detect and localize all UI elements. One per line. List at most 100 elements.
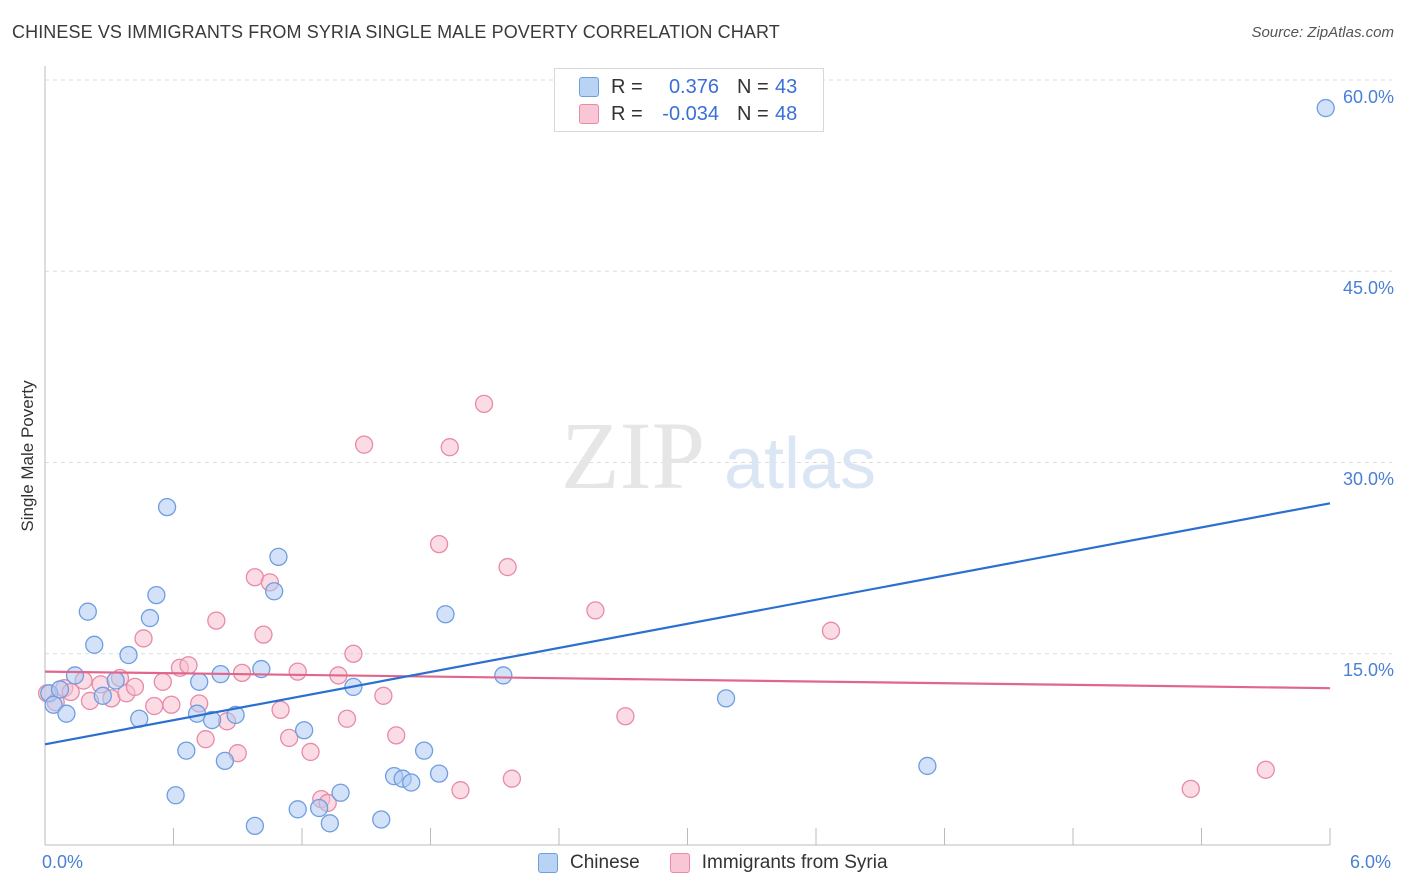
data-point-syria	[498, 557, 517, 577]
data-point-chinese	[372, 810, 391, 829]
data-point-chinese	[269, 547, 288, 566]
data-point-syria	[279, 728, 299, 748]
x-tick-label: 6.0%	[1350, 852, 1392, 872]
legend-n-value: 43	[775, 75, 798, 98]
legend-label-syria: Immigrants from Syria	[701, 852, 888, 873]
legend-r-value: -0.034	[662, 102, 719, 125]
legend-n-label: N =	[737, 102, 769, 125]
data-point-syria	[1181, 779, 1200, 799]
data-point-syria	[451, 781, 470, 800]
data-point-chinese	[166, 786, 185, 805]
data-point-syria	[354, 435, 374, 454]
data-point-syria	[125, 677, 145, 697]
data-point-chinese	[140, 608, 160, 628]
data-point-chinese	[147, 585, 166, 605]
data-point-chinese	[78, 602, 97, 621]
data-point-syria	[271, 700, 290, 719]
data-point-chinese	[93, 686, 112, 705]
data-point-syria	[196, 730, 215, 749]
trend-line-chinese	[44, 502, 1331, 746]
data-point-chinese	[119, 645, 138, 665]
legend-label-chinese: Chinese	[570, 852, 640, 873]
legend-n-label: N =	[737, 75, 769, 98]
legend-r-label: R =	[611, 102, 643, 125]
legend-swatch-syria	[579, 104, 599, 124]
watermark-zip: ZIP	[561, 402, 705, 509]
data-point-syria	[207, 611, 226, 630]
data-point-syria	[162, 695, 181, 714]
data-point-chinese	[245, 816, 265, 836]
x-tick-label: 0.0%	[42, 852, 84, 872]
data-point-chinese	[65, 666, 85, 685]
data-point-syria	[374, 686, 393, 705]
data-point-chinese	[1316, 98, 1335, 118]
data-point-chinese	[436, 605, 455, 624]
data-point-chinese	[294, 721, 314, 740]
data-point-syria	[344, 644, 363, 663]
data-point-syria	[301, 742, 320, 762]
series-legend: Chinese Immigrants from Syria	[538, 852, 918, 874]
data-point-chinese	[177, 741, 196, 760]
axes	[44, 66, 1331, 846]
correlation-legend: R = 0.376 N = 43 R = -0.034 N = 48	[554, 68, 824, 132]
y-tick-label: 60.0%	[1342, 87, 1394, 107]
legend-swatch-chinese	[579, 77, 599, 97]
data-point-chinese	[226, 705, 245, 725]
data-point-syria	[288, 662, 307, 681]
data-point-syria	[232, 663, 252, 683]
legend-n-value: 48	[775, 102, 798, 125]
data-point-chinese	[50, 680, 70, 699]
data-point-chinese	[429, 764, 449, 783]
watermark-atlas: atlas	[724, 424, 876, 504]
trend-lines	[44, 502, 1331, 746]
data-point-chinese	[85, 635, 104, 654]
data-point-chinese	[215, 751, 235, 770]
data-point-syria	[145, 696, 164, 716]
data-point-chinese	[331, 783, 350, 802]
data-point-chinese	[57, 704, 76, 723]
data-point-syria	[502, 769, 522, 788]
data-point-chinese	[106, 671, 125, 690]
legend-r-label: R =	[611, 75, 643, 98]
y-axis-label: Single Male Poverty	[18, 380, 37, 532]
legend-swatch-chinese	[538, 853, 558, 873]
data-point-chinese	[402, 773, 421, 792]
data-point-chinese	[918, 756, 937, 776]
data-point-syria	[586, 601, 605, 620]
data-point-syria	[153, 672, 172, 691]
legend-item-chinese[interactable]: Chinese	[538, 852, 640, 874]
y-tick-label: 45.0%	[1342, 278, 1394, 298]
data-point-chinese	[157, 497, 177, 517]
data-point-chinese	[288, 800, 307, 819]
y-tick-label: 15.0%	[1342, 660, 1394, 680]
data-point-chinese	[414, 741, 434, 760]
data-point-chinese	[716, 689, 736, 708]
legend-swatch-syria	[669, 853, 690, 873]
data-point-chinese	[202, 710, 222, 730]
legend-item-syria[interactable]: Immigrants from Syria	[669, 852, 888, 874]
data-point-syria	[387, 726, 406, 745]
data-point-chinese	[309, 798, 329, 818]
data-point-chinese	[44, 695, 63, 714]
legend-r-value: 0.376	[668, 75, 719, 98]
chart-title: CHINESE VS IMMIGRANTS FROM SYRIA SINGLE …	[12, 22, 780, 42]
source-label: Source: ZipAtlas.com	[1251, 24, 1394, 41]
data-point-syria	[821, 621, 841, 640]
y-tick-label: 30.0%	[1342, 469, 1394, 489]
watermark: ZIP atlas	[561, 402, 876, 509]
data-point-chinese	[494, 666, 513, 685]
legend-row-syria: R = -0.034 N = 48	[579, 101, 797, 127]
data-point-syria	[616, 707, 635, 726]
legend-row-chinese: R = 0.376 N = 43	[579, 74, 797, 100]
data-point-syria	[337, 709, 357, 728]
data-point-syria	[179, 656, 198, 675]
gridlines	[45, 79, 1392, 655]
data-point-syria	[474, 394, 494, 414]
data-point-syria	[134, 629, 153, 648]
data-point-chinese	[190, 672, 209, 691]
data-point-syria	[1256, 760, 1275, 779]
data-point-syria	[440, 438, 459, 457]
data-point-syria	[254, 625, 273, 644]
data-point-chinese	[265, 582, 284, 601]
